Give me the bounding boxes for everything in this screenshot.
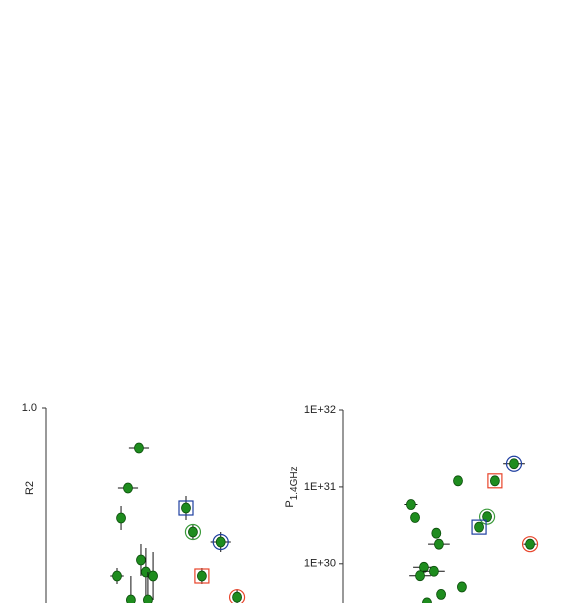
point <box>197 570 207 582</box>
point <box>181 502 191 514</box>
point <box>474 521 484 533</box>
point <box>419 561 429 573</box>
point <box>457 581 467 593</box>
point <box>112 570 122 582</box>
point <box>482 511 492 523</box>
point <box>434 538 444 550</box>
highlight-ring <box>184 523 202 541</box>
point <box>143 594 153 603</box>
point <box>415 570 425 582</box>
highlight-square <box>178 500 194 516</box>
point <box>509 458 519 470</box>
point <box>453 475 463 487</box>
point <box>232 591 242 603</box>
y-tick-label: 1E+30 <box>304 558 336 570</box>
point <box>429 565 439 577</box>
point <box>422 597 432 603</box>
point <box>215 536 226 548</box>
highlight-square <box>471 519 487 535</box>
y-axis-label-sub: 1.4GHz <box>289 466 300 500</box>
highlight-ring <box>505 455 523 472</box>
point <box>436 588 446 600</box>
highlight-ring <box>478 508 496 525</box>
highlight-ring <box>228 589 246 603</box>
point <box>125 594 136 603</box>
highlight-ring <box>521 536 539 553</box>
point <box>123 482 133 494</box>
point <box>431 527 442 539</box>
scatter-plot: 1E+32 1E+31 1E+30 P1.4GHz <box>284 404 539 603</box>
point <box>406 499 416 510</box>
y-tick-label: 1.0 <box>22 402 37 414</box>
y-axis-label: R2 <box>24 481 36 495</box>
highlight-square <box>487 473 503 489</box>
y-tick-label: 1E+31 <box>304 481 336 493</box>
y-tick-label: 1E+32 <box>304 404 336 416</box>
y-axis-label: P1.4GHz <box>284 466 300 507</box>
point <box>116 512 126 524</box>
point <box>410 512 420 523</box>
point <box>489 475 500 487</box>
point <box>136 554 146 566</box>
y-axis-label-main: P <box>284 500 296 507</box>
y-axis-label-main: R2 <box>24 481 36 495</box>
highlight-square <box>194 568 210 584</box>
point <box>134 442 144 454</box>
scatter-plot: 1.0 R2 <box>22 402 246 603</box>
highlight-ring <box>212 533 229 551</box>
point <box>148 570 158 582</box>
point <box>525 538 535 550</box>
point <box>188 526 198 538</box>
